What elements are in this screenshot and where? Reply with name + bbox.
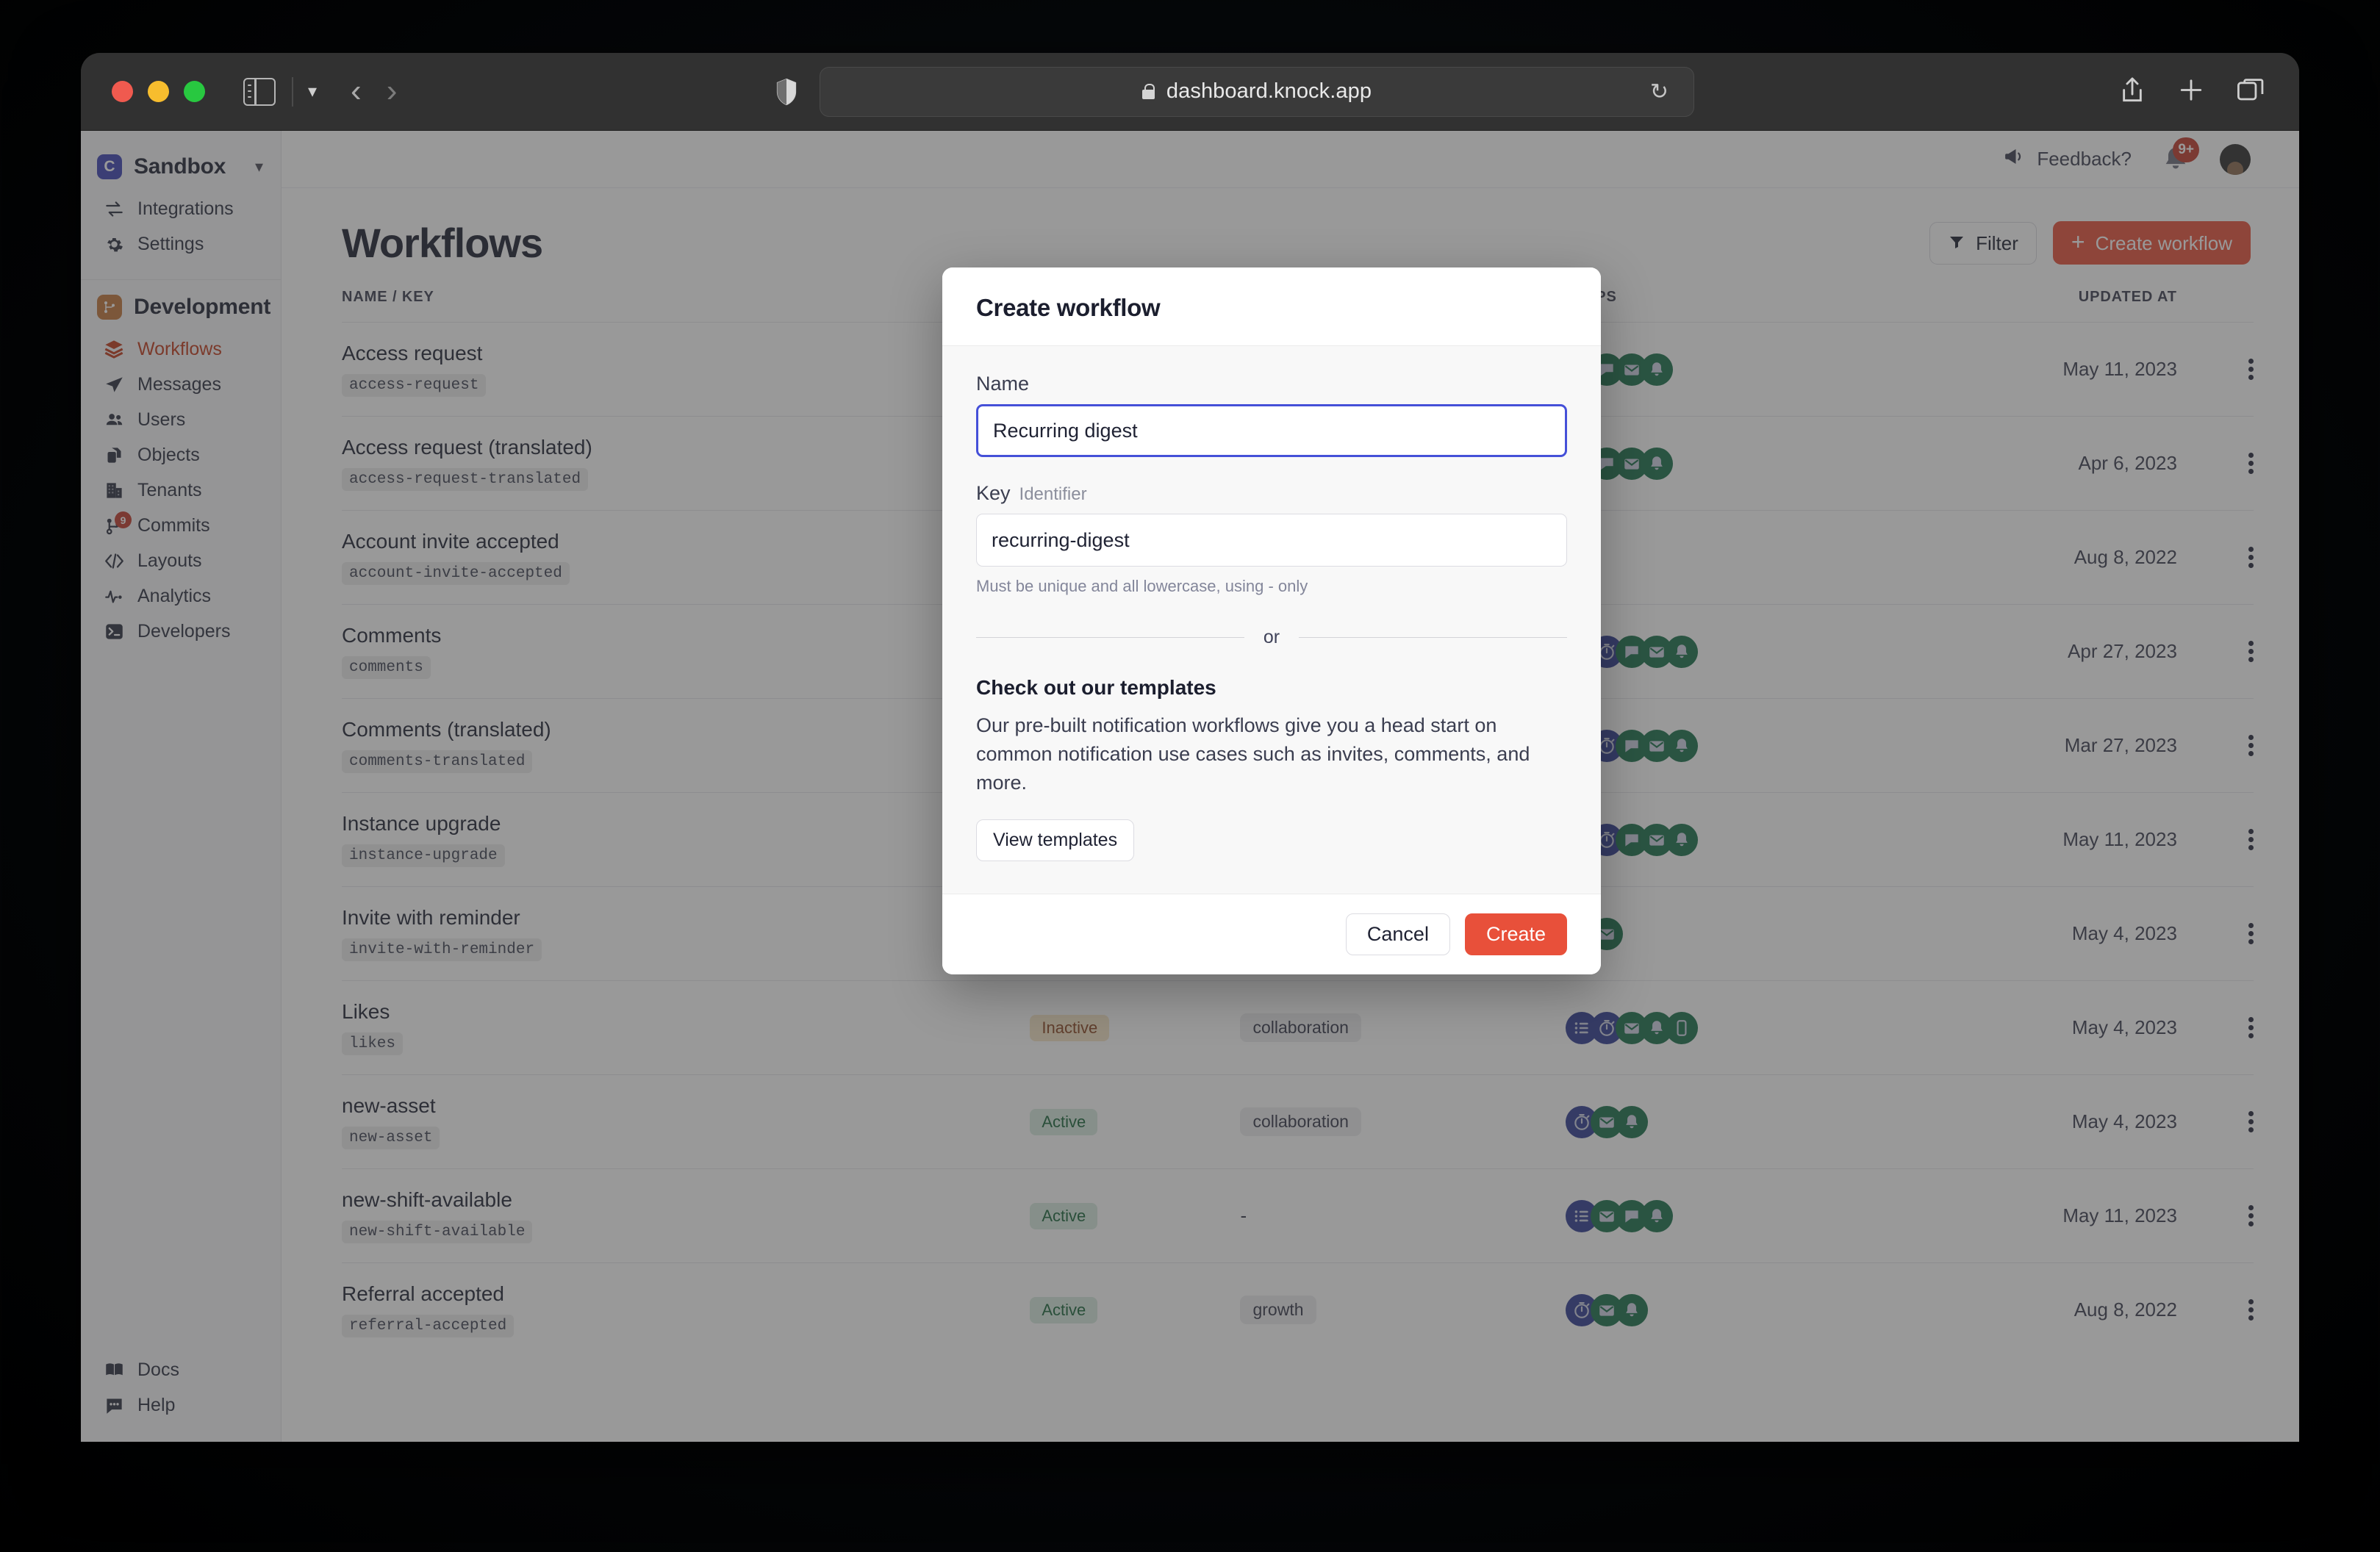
sidebar-toggle-icon[interactable]	[243, 77, 276, 106]
shield-icon[interactable]	[775, 78, 797, 106]
browser-titlebar: ▾ ‹ › dashboard.knock.app ↻	[81, 53, 2299, 131]
or-label: or	[1263, 627, 1280, 647]
reload-icon[interactable]: ↻	[1649, 79, 1668, 104]
templates-description: Our pre-built notification workflows giv…	[976, 714, 1530, 794]
key-label-text: Key	[976, 482, 1011, 504]
app-viewport: C Sandbox ▾ Integrations	[81, 131, 2299, 1442]
name-input[interactable]: Recurring digest	[976, 404, 1567, 457]
lock-icon	[1141, 84, 1155, 99]
key-sub-label: Identifier	[1019, 484, 1087, 504]
back-arrow-icon[interactable]: ‹	[351, 73, 362, 109]
forward-arrow-icon[interactable]: ›	[386, 73, 398, 109]
or-divider: or	[976, 627, 1568, 648]
name-field-label: Name	[976, 373, 1030, 395]
url-text: dashboard.knock.app	[1166, 79, 1372, 103]
toolbar-right-actions[interactable]	[2120, 76, 2264, 107]
create-button[interactable]: Create	[1464, 913, 1567, 956]
divider-line-right	[1299, 637, 1568, 638]
minimize-window-button[interactable]	[148, 81, 169, 102]
key-input[interactable]: recurring-digest	[976, 514, 1567, 567]
close-window-button[interactable]	[112, 81, 133, 102]
templates-title: Check out our templates	[976, 676, 1216, 699]
modal-footer: Cancel Create	[942, 894, 1601, 975]
nav-arrows[interactable]: ‹ ›	[351, 73, 398, 109]
browser-window: ▾ ‹ › dashboard.knock.app ↻	[81, 53, 2299, 1442]
window-controls[interactable]	[112, 81, 205, 102]
key-field-label: Key Identifier	[976, 482, 1567, 505]
share-icon[interactable]	[2120, 76, 2145, 107]
view-templates-button[interactable]: View templates	[976, 819, 1135, 862]
create-workflow-modal: Create workflow Name Recurring digest Ke…	[942, 267, 1601, 975]
plus-icon[interactable]	[2179, 77, 2204, 106]
modal-header: Create workflow	[942, 267, 1601, 346]
key-hint: Must be unique and all lowercase, using …	[976, 577, 1308, 595]
modal-body: Name Recurring digest Key Identifier recu…	[942, 346, 1601, 894]
maximize-window-button[interactable]	[184, 81, 205, 102]
modal-title: Create workflow	[976, 294, 1161, 321]
toolbar-divider	[292, 76, 293, 107]
chevron-down-icon[interactable]: ▾	[308, 81, 318, 101]
address-bar[interactable]: dashboard.knock.app ↻	[820, 66, 1694, 117]
tab-overview-icon[interactable]	[2237, 78, 2264, 105]
cancel-button[interactable]: Cancel	[1345, 913, 1450, 956]
divider-line-left	[976, 637, 1244, 638]
